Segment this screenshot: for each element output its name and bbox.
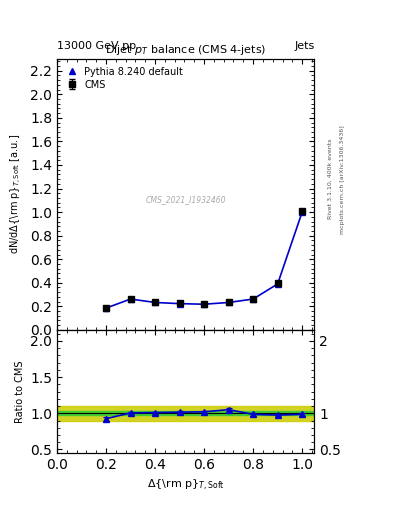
Bar <box>57 406 314 420</box>
Pythia 8.240 default <box>275 281 280 287</box>
Y-axis label: Ratio to CMS: Ratio to CMS <box>15 360 25 423</box>
Y-axis label: dN/d$\Delta${\rm p}$_{T,{\rm Soft}}$ [a.u.]: dN/d$\Delta${\rm p}$_{T,{\rm Soft}}$ [a.… <box>9 134 24 254</box>
Pythia 8.240 default <box>251 296 255 302</box>
Pythia 8.240 default <box>177 301 182 307</box>
Pythia 8.240 default <box>153 300 158 306</box>
Line: Pythia 8.240 default: Pythia 8.240 default <box>103 209 305 311</box>
Text: CMS_2021_I1932460: CMS_2021_I1932460 <box>145 195 226 204</box>
Text: 13000 GeV pp: 13000 GeV pp <box>57 41 136 51</box>
Bar <box>57 411 314 415</box>
Text: Rivet 3.1.10, 400k events: Rivet 3.1.10, 400k events <box>328 139 333 220</box>
Pythia 8.240 default <box>128 296 133 302</box>
Text: Jets: Jets <box>294 41 314 51</box>
X-axis label: $\Delta${\rm p}$_{T,{\rm Soft}}$: $\Delta${\rm p}$_{T,{\rm Soft}}$ <box>147 478 224 493</box>
Pythia 8.240 default <box>202 301 206 307</box>
Title: Dijet $p_T$ balance (CMS 4-jets): Dijet $p_T$ balance (CMS 4-jets) <box>105 44 266 57</box>
Pythia 8.240 default <box>104 305 108 311</box>
Pythia 8.240 default <box>300 209 305 215</box>
Legend: Pythia 8.240 default, CMS: Pythia 8.240 default, CMS <box>62 63 186 93</box>
Pythia 8.240 default <box>226 300 231 306</box>
Text: mcplots.cern.ch [arXiv:1306.3436]: mcplots.cern.ch [arXiv:1306.3436] <box>340 125 345 233</box>
